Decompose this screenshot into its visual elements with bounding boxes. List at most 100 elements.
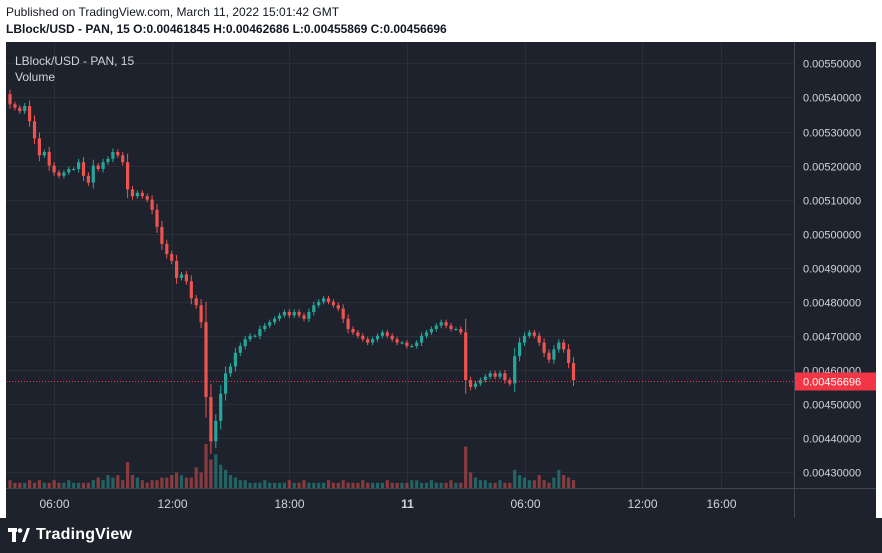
volume-bar <box>32 482 37 488</box>
candle-body <box>395 339 399 343</box>
y-tick-label: 0.00550000 <box>803 59 861 71</box>
y-tick-label: 0.00530000 <box>803 128 861 140</box>
candle-body <box>282 312 286 316</box>
candle-body <box>273 318 277 323</box>
candle-body <box>42 152 46 156</box>
candle-body <box>135 192 139 197</box>
candle-body <box>121 155 125 163</box>
volume-bar <box>224 469 228 488</box>
volume-bar <box>562 475 566 488</box>
candle-body <box>518 342 522 357</box>
volume-bar <box>473 477 478 488</box>
x-tick-label: 06:00 <box>510 497 540 511</box>
x-tick-label: 12:00 <box>157 497 187 511</box>
y-tick-label: 0.00450000 <box>803 400 861 412</box>
x-tick-label: 16:00 <box>706 497 736 511</box>
candle-body <box>473 383 478 387</box>
y-tick-label: 0.00470000 <box>803 332 861 344</box>
volume-bar <box>62 482 66 488</box>
y-tick-label: 0.00520000 <box>803 162 861 174</box>
volume-bar <box>184 477 188 488</box>
candle-body <box>415 342 419 346</box>
candle-body <box>385 332 389 336</box>
volume-bar <box>532 480 536 488</box>
volume-bar <box>405 482 409 488</box>
y-tick-label: 0.00430000 <box>803 468 861 480</box>
candle-body <box>130 189 135 197</box>
volume-bar <box>518 475 522 488</box>
volume-bar <box>346 482 350 488</box>
legend-volume: Volume <box>15 70 55 84</box>
candle-body <box>400 342 404 344</box>
candle-body <box>268 322 272 326</box>
volume-bar <box>410 480 414 488</box>
volume-bar <box>72 482 76 488</box>
volume-bar <box>375 482 380 488</box>
y-tick-label: 0.00490000 <box>803 264 861 276</box>
volume-bar <box>96 477 100 488</box>
volume-bar <box>238 480 242 488</box>
volume-bar <box>160 477 164 488</box>
volume-bar <box>498 480 502 488</box>
candle-body <box>23 106 27 112</box>
volume-bar <box>400 482 404 488</box>
candle-body <box>336 305 340 309</box>
candle-body <box>214 420 218 442</box>
candle-body <box>52 165 56 173</box>
candle-body <box>562 342 566 350</box>
candle-body <box>498 373 502 377</box>
volume-bar <box>91 480 95 488</box>
volume-bar <box>179 475 184 488</box>
candle-body <box>503 373 507 381</box>
volume-bar <box>287 480 291 488</box>
volume-bar <box>57 482 61 488</box>
candle-body <box>145 196 149 200</box>
x-tick-label: 12:00 <box>627 497 657 511</box>
volume-bar <box>86 482 90 488</box>
volume-bar <box>189 477 193 488</box>
volume-bar <box>199 472 203 488</box>
volume-bar <box>263 480 267 488</box>
volume-bar <box>478 480 482 488</box>
candle-body <box>199 305 203 323</box>
candle-body <box>527 332 531 336</box>
candle-body <box>547 352 551 360</box>
candle-body <box>439 322 443 326</box>
x-axis: 06:00 12:00 18:00 11 06:00 12:00 16:00 <box>39 497 736 511</box>
candle-body <box>81 162 86 176</box>
candle-body <box>184 274 188 282</box>
volume-bar <box>140 480 144 488</box>
candle-body <box>542 342 546 353</box>
volume-bar <box>130 475 135 488</box>
volume-bar <box>537 475 541 488</box>
volume-bar <box>135 477 139 488</box>
volume-bar <box>420 482 424 488</box>
candle-body <box>209 397 213 442</box>
candle-body <box>204 322 208 398</box>
candle-body <box>238 346 242 353</box>
candle-body <box>111 152 115 159</box>
y-axis: 0.004300000.004400000.004500000.00460000… <box>803 59 861 480</box>
candle-body <box>317 301 321 306</box>
volume-bar <box>106 475 110 488</box>
volume-bar <box>366 482 370 488</box>
candle-body <box>346 318 350 329</box>
tradingview-logo[interactable]: TradingView <box>8 526 132 544</box>
footer-bar: TradingView <box>0 518 882 553</box>
candle-body <box>8 94 12 105</box>
candle-body <box>57 172 61 176</box>
candle-body <box>390 335 394 340</box>
volume-bar <box>322 482 326 488</box>
candle-body <box>522 335 527 343</box>
ohlc-caption: LBlock/USD - PAN, 15 O:0.00461845 H:0.00… <box>6 22 447 36</box>
candle-body <box>292 312 296 316</box>
candlestick-chart[interactable]: 06:00 12:00 18:00 11 06:00 12:00 16:00 0.00430… <box>6 42 876 518</box>
x-tick-label: 18:00 <box>274 497 304 511</box>
candle-body <box>18 107 22 112</box>
volume-bar <box>126 462 130 488</box>
last-price-tag <box>795 372 876 391</box>
volume-bar <box>111 477 115 488</box>
chart-panel[interactable]: 06:00 12:00 18:00 11 06:00 12:00 16:00 0.00430… <box>6 42 876 518</box>
candle-body <box>361 335 365 340</box>
volume-bar <box>488 482 492 488</box>
